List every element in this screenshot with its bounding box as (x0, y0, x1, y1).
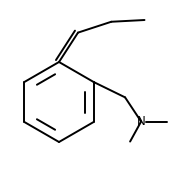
Text: N: N (137, 115, 145, 128)
